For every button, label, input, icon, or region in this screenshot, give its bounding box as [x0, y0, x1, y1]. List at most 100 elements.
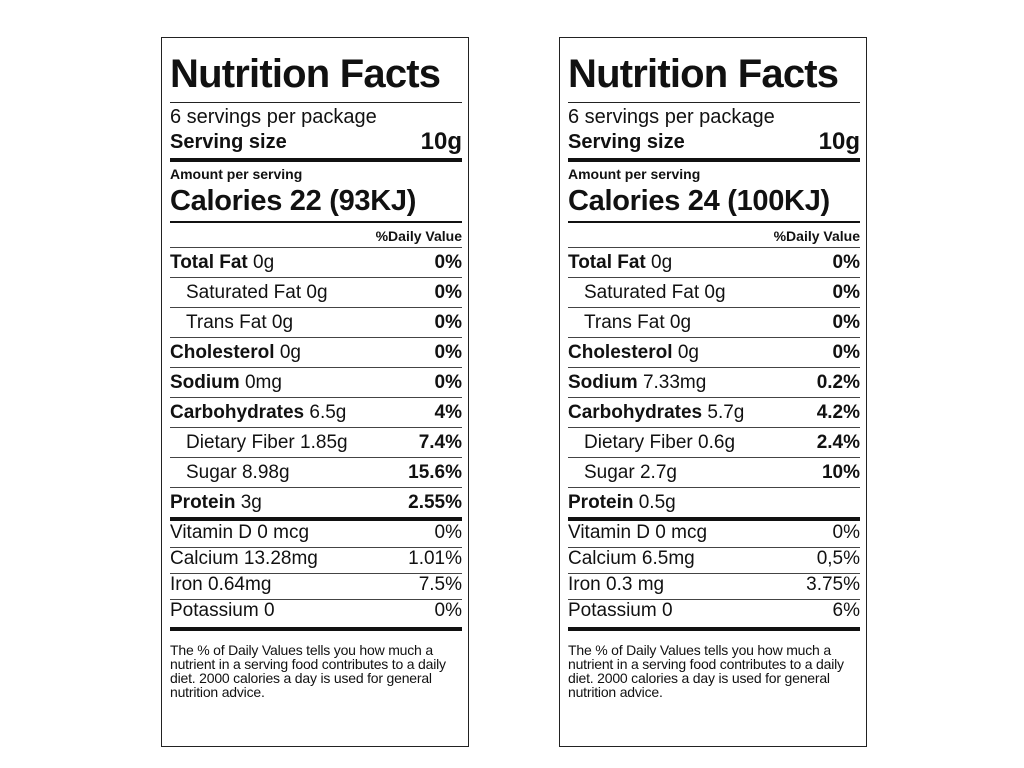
nutrient-label: Carbohydrates	[170, 402, 305, 423]
nutrient-amount: 0mg	[244, 372, 282, 393]
nutrient-daily-value: 0%	[832, 312, 860, 333]
nutrient-name: Dietary Fiber 0.6g	[568, 432, 735, 454]
divider	[170, 102, 462, 103]
nutrient-label: Protein	[170, 492, 236, 513]
daily-value-header: %Daily Value	[375, 228, 462, 244]
vitamin-list: Vitamin D 0 mcg 0% Calcium 13.28mg 1.01% Iro…	[170, 521, 462, 625]
label-title: Nutrition Facts	[170, 52, 441, 96]
nutrient-name: Trans Fat 0g	[170, 312, 293, 334]
calories: Calories 24 (100KJ)	[568, 185, 830, 217]
nutrient-label: Cholesterol	[568, 342, 673, 363]
vitamin-name: Calcium 6.5mg	[568, 548, 695, 569]
nutrient-daily-value: 0.2%	[816, 372, 860, 393]
nutrient-row: Sugar 2.7g 10%	[568, 457, 860, 487]
serving-size-row: Serving size 10g	[170, 129, 462, 155]
nutrient-name: Sodium 7.33mg	[568, 372, 706, 394]
vitamin-daily-value: 1.01%	[408, 548, 462, 569]
nutrient-row: Carbohydrates 5.7g 4.2%	[568, 397, 860, 427]
nutrient-daily-value: 2.55%	[408, 492, 462, 513]
nutrient-amount: 0g	[306, 282, 328, 303]
nutrient-name: Trans Fat 0g	[568, 312, 691, 334]
nutrient-row: Trans Fat 0g 0%	[170, 307, 462, 337]
medium-divider	[170, 221, 462, 223]
vitamin-row: Iron 0.3 mg 3.75%	[568, 573, 860, 599]
nutrient-daily-value: 15.6%	[408, 462, 462, 483]
nutrient-row: Trans Fat 0g 0%	[568, 307, 860, 337]
nutrient-daily-value: 4%	[434, 402, 462, 423]
nutrient-name: Sodium 0mg	[170, 372, 282, 394]
nutrient-row: Dietary Fiber 1.85g 7.4%	[170, 427, 462, 457]
nutrient-label: Dietary Fiber	[584, 432, 693, 453]
nutrient-amount: 0g	[651, 252, 673, 273]
nutrient-name: Sugar 2.7g	[568, 462, 677, 484]
serving-size-row: Serving size 10g	[568, 129, 860, 155]
nutrient-daily-value: 7.4%	[418, 432, 462, 453]
nutrient-row: Sodium 0mg 0%	[170, 367, 462, 397]
vitamin-name: Potassium 0	[170, 600, 275, 621]
nutrient-name: Carbohydrates 6.5g	[170, 402, 346, 424]
nutrient-amount: 2.7g	[639, 462, 677, 483]
nutrient-name: Dietary Fiber 1.85g	[170, 432, 348, 454]
nutrient-row: Total Fat 0g 0%	[568, 247, 860, 277]
serving-size-label: Serving size	[170, 131, 287, 153]
nutrient-amount: 0g	[253, 252, 275, 273]
thick-divider	[170, 517, 462, 521]
nutrient-row: Sodium 7.33mg 0.2%	[568, 367, 860, 397]
serving-size-label: Serving size	[568, 131, 685, 153]
nutrient-label: Total Fat	[568, 252, 646, 273]
nutrient-row: Cholesterol 0g 0%	[170, 337, 462, 367]
nutrient-list: Total Fat 0g 0% Saturated Fat 0g 0% Trans Fa…	[568, 247, 860, 517]
vitamin-row: Potassium 0 0%	[170, 599, 462, 625]
divider	[568, 102, 860, 103]
vitamin-name: Calcium 13.28mg	[170, 548, 318, 569]
vitamin-row: Calcium 13.28mg 1.01%	[170, 547, 462, 573]
vitamin-daily-value: 0%	[434, 522, 462, 543]
vitamin-row: Potassium 0 6%	[568, 599, 860, 625]
nutrient-label: Sodium	[568, 372, 638, 393]
nutrient-daily-value: 0%	[832, 252, 860, 273]
nutrition-label-right: Nutrition Facts 6 servings per package S…	[559, 37, 867, 747]
servings-per-package: 6 servings per package	[568, 106, 775, 128]
nutrient-amount: 0g	[704, 282, 726, 303]
nutrient-name: Protein 0.5g	[568, 492, 676, 514]
nutrient-daily-value: 0%	[434, 372, 462, 393]
vitamin-daily-value: 7.5%	[418, 574, 462, 595]
nutrient-name: Saturated Fat 0g	[568, 282, 726, 304]
nutrient-row: Cholesterol 0g 0%	[568, 337, 860, 367]
amount-per-serving: Amount per serving	[568, 166, 701, 182]
vitamin-name: Iron 0.3 mg	[568, 574, 665, 595]
thick-divider	[568, 517, 860, 521]
nutrient-daily-value: 2.4%	[816, 432, 860, 453]
thick-divider	[568, 158, 860, 162]
nutrient-name: Sugar 8.98g	[170, 462, 290, 484]
nutrient-row: Carbohydrates 6.5g 4%	[170, 397, 462, 427]
nutrient-amount: 0g	[669, 312, 692, 333]
nutrient-amount: 0.6g	[698, 432, 736, 453]
nutrient-name: Carbohydrates 5.7g	[568, 402, 744, 424]
vitamin-daily-value: 0%	[832, 522, 860, 543]
nutrient-name: Cholesterol 0g	[568, 342, 699, 364]
nutrient-amount: 7.33mg	[642, 372, 707, 393]
nutrient-row: Saturated Fat 0g 0%	[170, 277, 462, 307]
nutrient-amount: 0g	[279, 342, 301, 363]
nutrient-daily-value: 0%	[832, 282, 860, 303]
nutrient-name: Cholesterol 0g	[170, 342, 301, 364]
vitamin-row: Iron 0.64mg 7.5%	[170, 573, 462, 599]
vitamin-row: Calcium 6.5mg 0,5%	[568, 547, 860, 573]
vitamin-name: Vitamin D 0 mcg	[170, 522, 310, 543]
nutrient-label: Dietary Fiber	[186, 432, 295, 453]
nutrient-row: Total Fat 0g 0%	[170, 247, 462, 277]
nutrient-amount: 0g	[677, 342, 699, 363]
nutrient-label: Cholesterol	[170, 342, 275, 363]
footnote: The % of Daily Values tells you how much…	[170, 642, 446, 700]
footnote: The % of Daily Values tells you how much…	[568, 642, 844, 700]
serving-size-value: 10g	[420, 128, 462, 155]
nutrient-amount: 0.5g	[638, 492, 676, 513]
nutrient-label: Sugar	[186, 462, 237, 483]
nutrient-row: Sugar 8.98g 15.6%	[170, 457, 462, 487]
vitamin-row: Vitamin D 0 mcg 0%	[568, 521, 860, 547]
nutrient-label: Saturated Fat	[584, 282, 700, 303]
vitamin-daily-value: 3.75%	[806, 574, 860, 595]
nutrient-daily-value: 0%	[434, 312, 462, 333]
thick-divider	[170, 158, 462, 162]
